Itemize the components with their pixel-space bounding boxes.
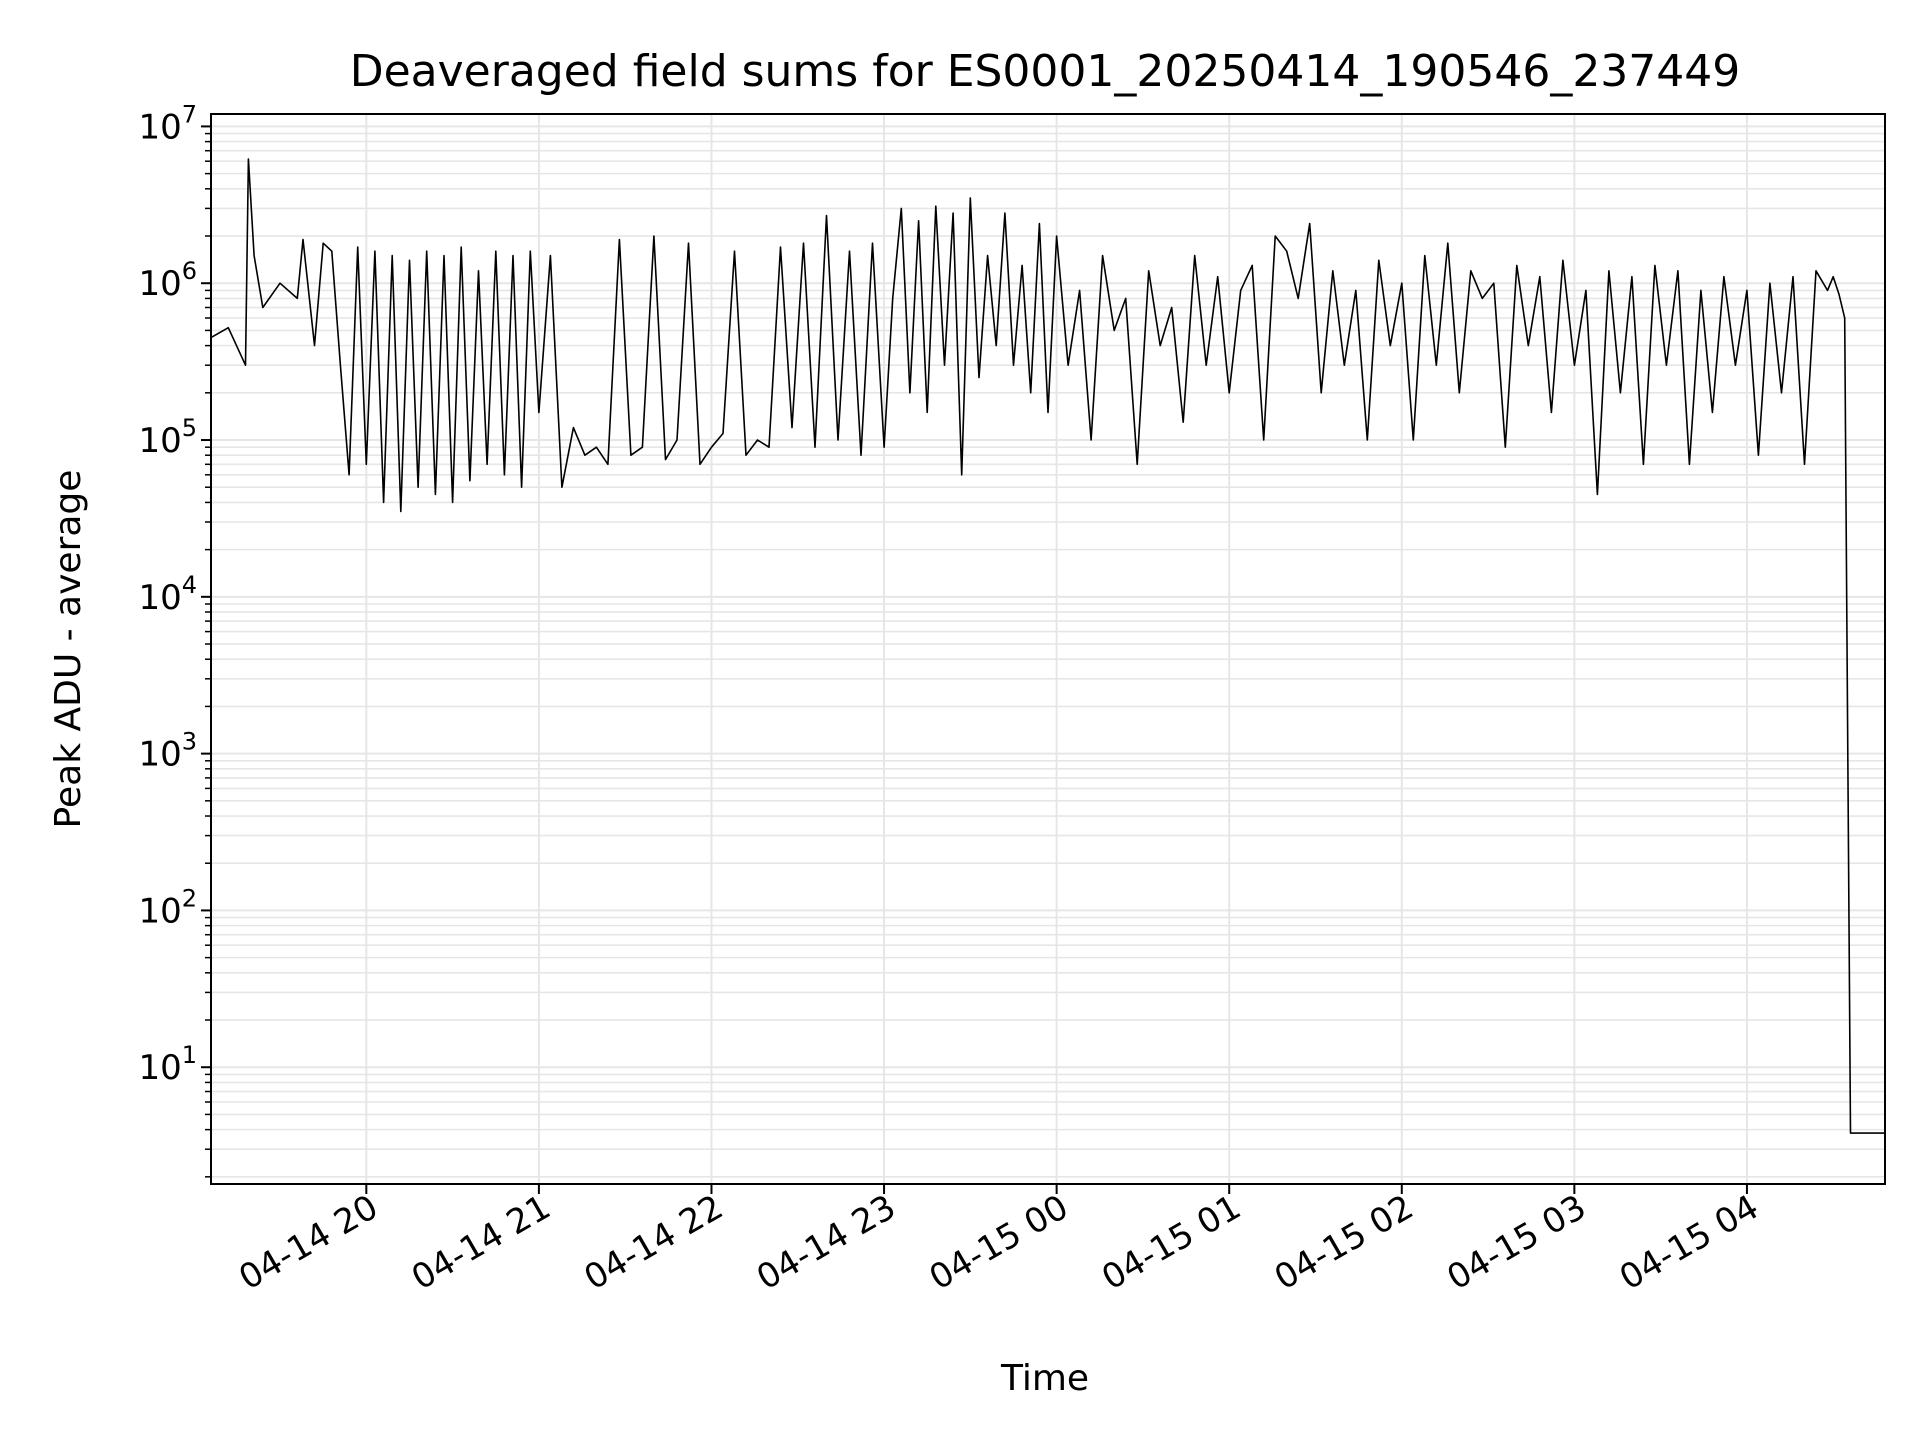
- x-tick-label: 04-14 20: [232, 1187, 384, 1298]
- y-tick-label: 106: [138, 257, 197, 304]
- x-tick-label: 04-15 04: [1613, 1187, 1765, 1298]
- y-tick-label: 102: [138, 884, 197, 931]
- x-tick-label: 04-15 00: [923, 1187, 1075, 1298]
- x-tick-label: 04-15 02: [1268, 1187, 1420, 1298]
- x-tick-label: 04-14 23: [750, 1187, 902, 1298]
- y-tick-label: 107: [138, 100, 197, 147]
- grid: [211, 114, 1885, 1184]
- x-tick-label: 04-15 03: [1440, 1187, 1592, 1298]
- plot-area-frame: [210, 113, 1886, 1185]
- series-line: [210, 158, 1885, 1134]
- x-axis-label: Time: [1000, 1358, 1089, 1399]
- y-axis-label: Peak ADU - average: [48, 470, 89, 829]
- y-tick-label: 105: [138, 414, 197, 461]
- chart-title: Deaveraged field sums for ES0001_2025041…: [350, 46, 1741, 97]
- y-tick-label: 101: [138, 1041, 197, 1088]
- y-tick-label: 103: [138, 728, 197, 775]
- data-series: [210, 158, 1885, 1134]
- x-tick-label: 04-14 21: [405, 1187, 557, 1298]
- x-tick-label: 04-15 01: [1095, 1187, 1247, 1298]
- y-tick-label: 104: [138, 571, 197, 618]
- x-tick-label: 04-14 22: [578, 1187, 730, 1298]
